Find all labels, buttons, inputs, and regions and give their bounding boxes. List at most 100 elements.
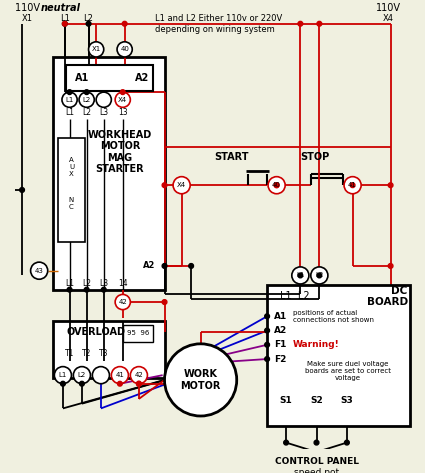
Text: A1: A1 [75, 73, 89, 83]
Text: 43: 43 [35, 268, 44, 274]
Text: L1  L2: L1 L2 [280, 291, 310, 301]
Text: S1: S1 [280, 396, 292, 405]
Text: L3: L3 [99, 279, 108, 288]
Circle shape [274, 183, 279, 188]
Text: F1: F1 [274, 340, 286, 349]
Circle shape [67, 287, 72, 292]
Circle shape [292, 267, 309, 284]
Text: 41: 41 [116, 372, 125, 378]
Circle shape [136, 381, 141, 386]
Text: 95  96: 95 96 [127, 330, 149, 336]
Circle shape [86, 21, 91, 26]
Circle shape [162, 183, 167, 188]
Circle shape [314, 440, 319, 445]
Bar [58, 138, 85, 242]
Text: X1: X1 [91, 46, 101, 53]
Text: positions of actual
connections not shown: positions of actual connections not show… [293, 310, 374, 323]
Circle shape [164, 344, 237, 416]
Circle shape [162, 300, 167, 305]
Circle shape [265, 342, 269, 347]
Text: N
C: N C [69, 197, 74, 210]
Circle shape [74, 367, 91, 384]
Text: X1: X1 [22, 15, 33, 24]
Circle shape [388, 183, 393, 188]
Circle shape [92, 367, 110, 384]
Circle shape [31, 262, 48, 279]
Text: L3: L3 [99, 107, 108, 116]
Circle shape [122, 21, 127, 26]
Circle shape [265, 314, 269, 319]
Text: S2: S2 [310, 396, 323, 405]
Text: X4: X4 [383, 15, 394, 24]
Text: L1: L1 [65, 279, 74, 288]
Text: 110V: 110V [15, 2, 43, 13]
Circle shape [117, 42, 132, 57]
Text: Warning!: Warning! [293, 340, 340, 349]
Circle shape [268, 176, 285, 194]
Text: WORKHEAD
MOTOR
MAG
STARTER: WORKHEAD MOTOR MAG STARTER [88, 130, 152, 175]
Circle shape [173, 176, 190, 194]
Bar [267, 285, 410, 426]
Text: A
U
X: A U X [69, 157, 74, 177]
Text: L1: L1 [60, 15, 70, 24]
Circle shape [62, 92, 77, 107]
Text: X4: X4 [177, 182, 186, 188]
Text: A1: A1 [274, 312, 287, 321]
Text: A2: A2 [135, 73, 149, 83]
Circle shape [115, 92, 130, 107]
Circle shape [344, 176, 361, 194]
Text: T3: T3 [99, 349, 108, 358]
Text: T2: T2 [82, 349, 91, 358]
Text: L2: L2 [315, 272, 323, 279]
Text: CONTROL PANEL: CONTROL PANEL [275, 457, 359, 466]
Text: STOP: STOP [300, 152, 329, 162]
Circle shape [84, 287, 89, 292]
Text: Make sure duel voltage
boards are set to correct
voltage: Make sure duel voltage boards are set to… [305, 361, 391, 381]
Circle shape [88, 42, 104, 57]
Circle shape [162, 263, 167, 268]
Text: L1: L1 [296, 272, 305, 279]
Text: L1: L1 [59, 372, 67, 378]
Text: 40: 40 [272, 182, 281, 188]
Bar [54, 57, 165, 289]
Circle shape [120, 90, 125, 95]
Text: speed pot: speed pot [294, 468, 339, 473]
Bar [123, 325, 153, 342]
Circle shape [274, 183, 279, 188]
Text: F2: F2 [274, 355, 286, 364]
Text: T1: T1 [65, 349, 74, 358]
Text: A2: A2 [274, 326, 287, 335]
Circle shape [265, 357, 269, 361]
Text: 13: 13 [118, 107, 128, 116]
Text: 40: 40 [120, 46, 129, 53]
Circle shape [136, 381, 141, 386]
Text: L1 and L2 Either 110v or 220V
depending on wiring system: L1 and L2 Either 110v or 220V depending … [155, 14, 282, 34]
Text: WORK
MOTOR: WORK MOTOR [181, 369, 221, 391]
Text: OVERLOAD: OVERLOAD [67, 327, 126, 337]
Bar [54, 321, 165, 378]
Circle shape [79, 92, 94, 107]
Circle shape [284, 440, 289, 445]
Text: START: START [214, 152, 248, 162]
Circle shape [79, 381, 84, 386]
Bar [66, 65, 153, 91]
Circle shape [118, 381, 122, 386]
Circle shape [62, 21, 67, 26]
Circle shape [115, 294, 130, 310]
Text: X4: X4 [118, 96, 127, 103]
Circle shape [189, 263, 193, 268]
Circle shape [350, 183, 355, 188]
Circle shape [96, 92, 111, 107]
Text: S3: S3 [340, 396, 353, 405]
Circle shape [388, 263, 393, 268]
Circle shape [265, 328, 269, 333]
Circle shape [298, 273, 303, 278]
Text: 110V: 110V [377, 2, 401, 13]
Circle shape [314, 450, 319, 455]
Text: L2: L2 [82, 96, 91, 103]
Circle shape [111, 367, 128, 384]
Text: A2: A2 [143, 262, 155, 271]
Circle shape [84, 90, 89, 95]
Circle shape [317, 273, 322, 278]
Text: L2: L2 [84, 15, 94, 24]
